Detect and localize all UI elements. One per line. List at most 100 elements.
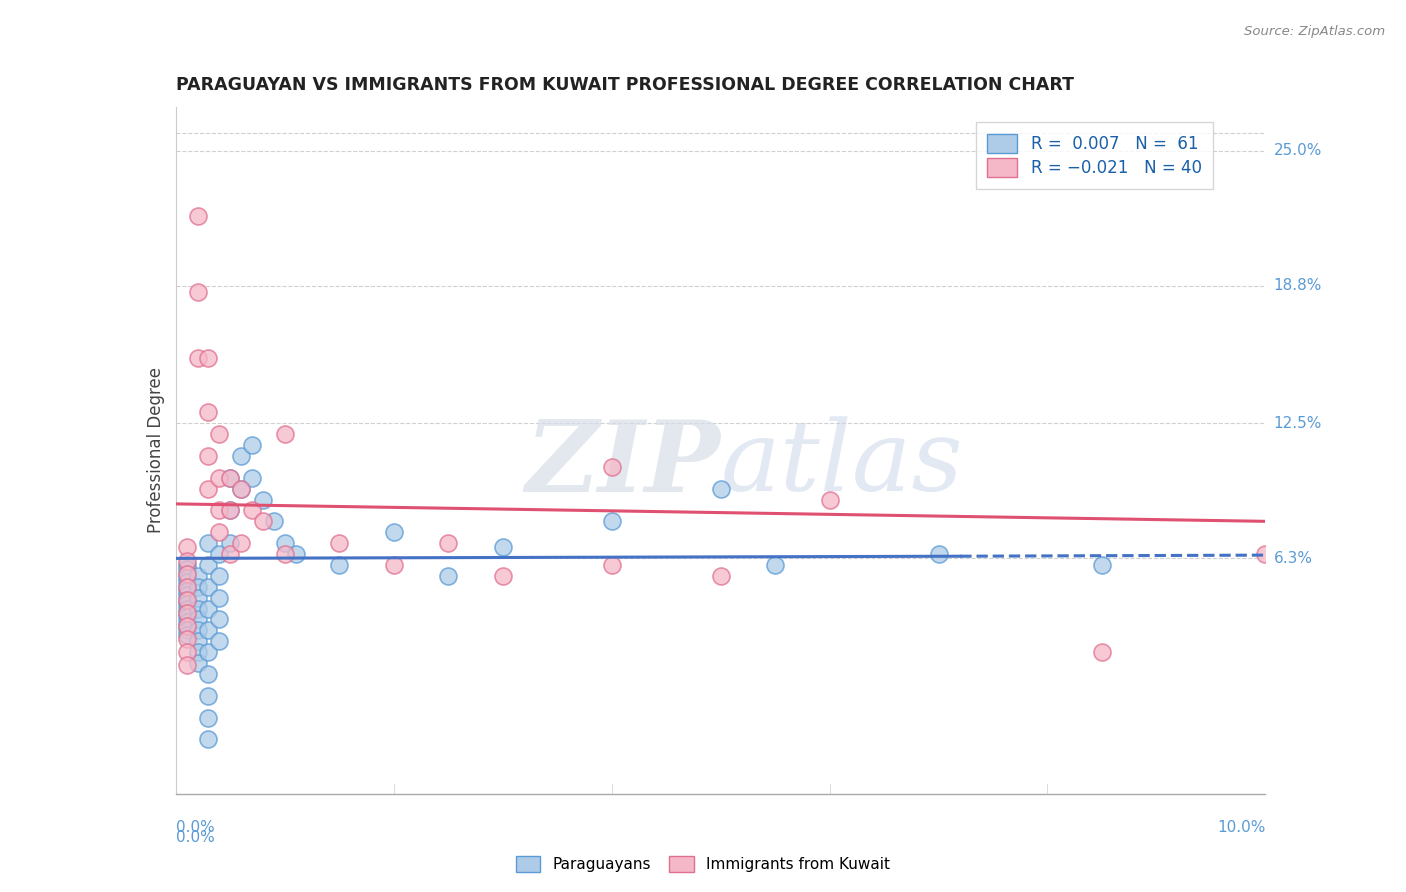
Point — [240, 471, 263, 485]
Point — [208, 471, 231, 485]
Point — [219, 547, 242, 561]
Point — [176, 571, 198, 585]
Point — [197, 405, 219, 419]
Point — [437, 569, 460, 583]
Point — [208, 525, 231, 540]
Point — [176, 558, 198, 572]
Point — [176, 575, 198, 590]
Point — [176, 658, 198, 673]
Point — [328, 558, 350, 572]
Point — [176, 541, 198, 555]
Text: 0.0%: 0.0% — [176, 820, 215, 835]
Text: 12.5%: 12.5% — [1274, 416, 1322, 431]
Point — [176, 592, 198, 607]
Point — [176, 566, 198, 581]
Point — [274, 536, 297, 550]
Text: PARAGUAYAN VS IMMIGRANTS FROM KUWAIT PROFESSIONAL DEGREE CORRELATION CHART: PARAGUAYAN VS IMMIGRANTS FROM KUWAIT PRO… — [176, 77, 1074, 95]
Point — [208, 634, 231, 648]
Point — [197, 601, 219, 615]
Point — [208, 612, 231, 626]
Point — [186, 624, 209, 638]
Point — [197, 732, 219, 747]
Point — [231, 482, 253, 496]
Point — [176, 584, 198, 599]
Point — [197, 645, 219, 659]
Point — [197, 558, 219, 572]
Point — [219, 503, 242, 517]
Text: Source: ZipAtlas.com: Source: ZipAtlas.com — [1244, 25, 1385, 38]
Point — [197, 710, 219, 724]
Point — [492, 569, 515, 583]
Point — [208, 427, 231, 442]
Point — [186, 209, 209, 223]
Point — [186, 656, 209, 670]
Point — [186, 580, 209, 594]
Point — [252, 492, 274, 507]
Point — [176, 553, 198, 567]
Point — [328, 536, 350, 550]
Point — [176, 580, 198, 594]
Point — [197, 351, 219, 365]
Point — [928, 547, 950, 561]
Point — [284, 547, 307, 561]
Point — [763, 558, 786, 572]
Point — [710, 569, 733, 583]
Point — [1254, 547, 1277, 561]
Point — [176, 615, 198, 629]
Text: 18.8%: 18.8% — [1274, 278, 1322, 293]
Point — [176, 597, 198, 611]
Point — [197, 580, 219, 594]
Point — [219, 471, 242, 485]
Text: ZIP: ZIP — [526, 416, 721, 512]
Point — [197, 449, 219, 463]
Y-axis label: Professional Degree: Professional Degree — [146, 368, 165, 533]
Text: atlas: atlas — [721, 417, 963, 512]
Point — [240, 438, 263, 452]
Point — [600, 558, 623, 572]
Point — [600, 514, 623, 528]
Point — [208, 547, 231, 561]
Text: 25.0%: 25.0% — [1274, 143, 1322, 158]
Point — [176, 610, 198, 624]
Point — [176, 592, 198, 607]
Point — [1091, 645, 1114, 659]
Point — [274, 547, 297, 561]
Point — [176, 566, 198, 581]
Point — [197, 482, 219, 496]
Point — [197, 689, 219, 703]
Point — [252, 514, 274, 528]
Legend: R =  0.007   N =  61, R = −0.021   N = 40: R = 0.007 N = 61, R = −0.021 N = 40 — [976, 122, 1213, 189]
Point — [437, 536, 460, 550]
Point — [186, 645, 209, 659]
Point — [382, 525, 405, 540]
Point — [382, 558, 405, 572]
Text: 10.0%: 10.0% — [1218, 820, 1265, 835]
Point — [176, 632, 198, 646]
Point — [186, 591, 209, 605]
Point — [219, 471, 242, 485]
Point — [600, 459, 623, 474]
Point — [186, 285, 209, 300]
Point — [186, 569, 209, 583]
Point — [208, 503, 231, 517]
Point — [186, 634, 209, 648]
Point — [186, 612, 209, 626]
Point — [176, 601, 198, 615]
Point — [492, 541, 515, 555]
Text: 0.0%: 0.0% — [176, 830, 215, 846]
Point — [176, 628, 198, 642]
Point — [176, 619, 198, 633]
Point — [208, 569, 231, 583]
Point — [176, 619, 198, 633]
Point — [208, 591, 231, 605]
Point — [274, 427, 297, 442]
Point — [219, 536, 242, 550]
Point — [186, 351, 209, 365]
Point — [197, 624, 219, 638]
Point — [186, 601, 209, 615]
Point — [197, 536, 219, 550]
Point — [1091, 558, 1114, 572]
Point — [219, 503, 242, 517]
Point — [176, 624, 198, 638]
Point — [197, 667, 219, 681]
